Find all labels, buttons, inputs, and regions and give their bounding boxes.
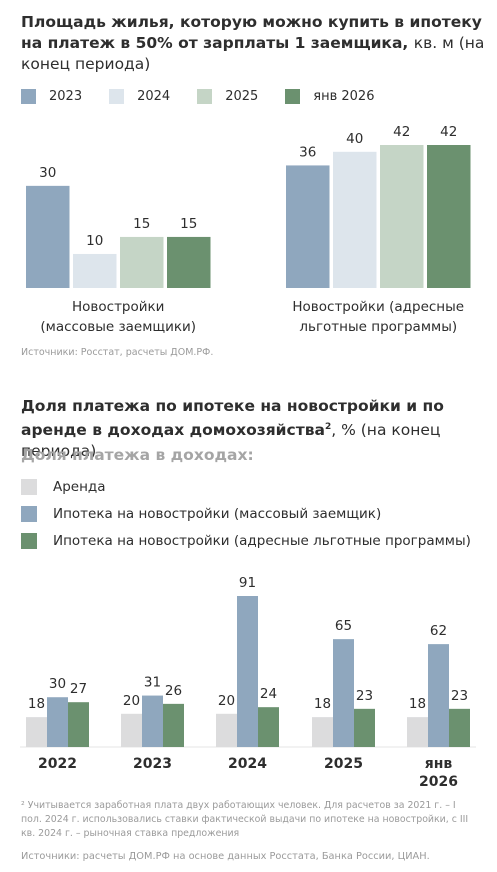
chart1-legend: 2023 2024 2025 янв 2026 <box>21 89 401 104</box>
category-label: льготные программы) <box>299 319 457 335</box>
chart2-legend: Аренда Ипотека на новостройки (массовый з… <box>21 473 471 554</box>
category-label: Новостройки <box>72 299 164 315</box>
category-label: 2022 <box>38 756 77 772</box>
legend-item: янв 2026 <box>285 89 374 104</box>
bar-value-label: 23 <box>356 688 373 704</box>
bar-value-label: 18 <box>409 696 426 712</box>
category-label: 2025 <box>324 756 363 772</box>
legend-swatch <box>285 89 301 104</box>
bar-value-label: 62 <box>430 623 447 639</box>
bar <box>26 185 70 288</box>
chart2-footnote: ² Учитывается заработная плата двух рабо… <box>21 800 469 839</box>
chart2-source: Источники: расчеты ДОМ.РФ на основе данн… <box>21 851 430 862</box>
legend-label: Ипотека на новостройки (адресные льготны… <box>53 532 471 549</box>
bar-value-label: 26 <box>165 683 182 699</box>
bar-value-label: 30 <box>39 165 56 181</box>
legend-label: Аренда <box>53 478 106 495</box>
bar <box>68 702 89 747</box>
bar <box>26 717 47 747</box>
bar <box>286 165 330 288</box>
chart2-title-footnote-mark: 2 <box>324 422 332 432</box>
bar <box>121 713 142 747</box>
category-label: 2026 <box>419 774 458 790</box>
bar <box>163 703 184 747</box>
bar-value-label: 20 <box>123 693 140 709</box>
legend-label: 2023 <box>49 89 83 104</box>
category-label: 2023 <box>133 756 172 772</box>
chart1-source: Источники: Росстат, расчеты ДОМ.РФ. <box>21 347 214 358</box>
bar <box>380 145 424 288</box>
chart1-plot: 30 10 15 15 Новостройки (массовые заемщики) 36… <box>26 124 471 335</box>
bar-value-label: 42 <box>393 124 410 140</box>
legend-swatch <box>197 89 213 104</box>
chart2-legend-heading: Доля платежа в доходах: <box>21 446 254 464</box>
bar <box>73 253 117 288</box>
bar-value-label: 24 <box>260 686 277 702</box>
chart2-title: Доля платежа по ипотеке на новостройки и… <box>21 396 491 462</box>
bar-value-label: 91 <box>239 575 256 591</box>
legend-label: Ипотека на новостройки (массовый заемщик… <box>53 505 382 522</box>
bar <box>47 697 68 747</box>
bar-value-label: 23 <box>451 688 468 704</box>
bar-value-label: 36 <box>299 144 316 160</box>
bar <box>142 695 163 747</box>
bar <box>312 717 333 747</box>
chart2-title-main: Доля платежа по ипотеке на новостройки и… <box>21 397 444 440</box>
legend-item: 2025 <box>197 89 258 104</box>
bar-value-label: 40 <box>346 131 363 147</box>
legend-item: 2023 <box>21 89 82 104</box>
bar <box>216 713 237 747</box>
category-label: 2024 <box>228 756 267 772</box>
bar-value-label: 27 <box>70 681 87 697</box>
legend-swatch <box>109 89 125 104</box>
bar <box>427 145 471 288</box>
legend-swatch <box>21 505 37 522</box>
legend-item: 2024 <box>109 89 170 104</box>
legend-swatch <box>21 89 36 104</box>
bar-value-label: 10 <box>86 233 103 249</box>
bar-value-label: 30 <box>49 676 66 692</box>
bar <box>428 644 449 747</box>
bar <box>167 236 211 288</box>
bar <box>258 707 279 747</box>
legend-item: Ипотека на новостройки (массовый заемщик… <box>21 500 471 527</box>
category-label: (массовые заемщики) <box>40 319 196 335</box>
chart1-title-main: Площадь жилья, которую можно купить в ип… <box>21 13 482 52</box>
legend-swatch <box>21 478 37 495</box>
legend-label: 2025 <box>225 89 259 104</box>
bar-value-label: 20 <box>218 693 235 709</box>
legend-item: Ипотека на новостройки (адресные льготны… <box>21 527 471 554</box>
bar <box>354 708 375 747</box>
legend-item: Аренда <box>21 473 471 500</box>
legend-label: янв 2026 <box>313 89 375 104</box>
category-label: Новостройки (адресные <box>292 299 464 315</box>
bar <box>407 717 428 747</box>
bar <box>120 236 164 288</box>
bar-value-label: 18 <box>314 696 331 712</box>
bar <box>333 151 377 288</box>
category-label: янв <box>425 756 453 772</box>
chart1-title: Площадь жилья, которую можно купить в ип… <box>21 12 491 75</box>
legend-label: 2024 <box>137 89 171 104</box>
legend-swatch <box>21 532 37 549</box>
bar-value-label: 15 <box>180 216 197 232</box>
bar <box>333 639 354 747</box>
bar <box>237 596 258 747</box>
chart1-title-units: кв. м (на конец периода) <box>21 34 485 73</box>
bar-value-label: 65 <box>335 618 352 634</box>
bar <box>449 708 470 747</box>
bar-value-label: 31 <box>144 675 161 691</box>
bar-value-label: 18 <box>28 696 45 712</box>
chart2-title-units: , % (на конец периода) <box>21 421 441 461</box>
bar-value-label: 15 <box>133 216 150 232</box>
bar-value-label: 42 <box>440 124 457 140</box>
